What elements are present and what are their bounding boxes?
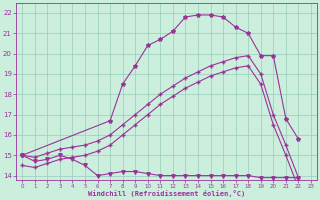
X-axis label: Windchill (Refroidissement éolien,°C): Windchill (Refroidissement éolien,°C) bbox=[88, 190, 245, 197]
